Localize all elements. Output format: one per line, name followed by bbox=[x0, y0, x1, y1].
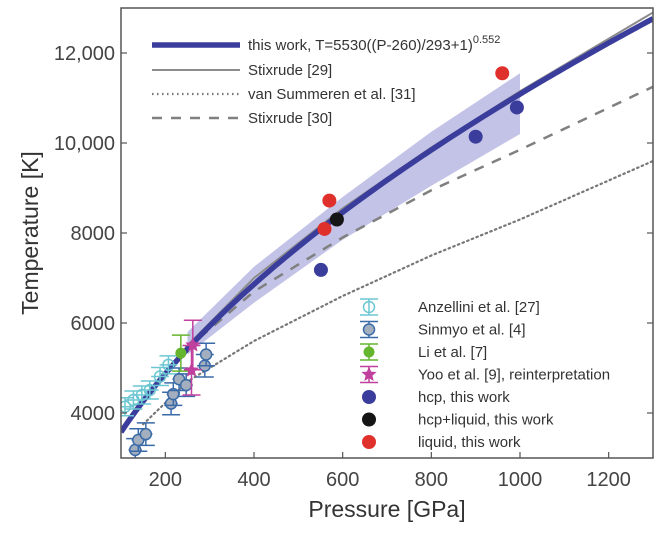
data-point-series-2 bbox=[175, 347, 187, 359]
legend-label-10: liquid, this work bbox=[418, 434, 521, 451]
plot-frame bbox=[120, 7, 654, 459]
y-tick-label: 8000 bbox=[71, 223, 116, 245]
legend-label-7: Yoo et al. [9], reinterpretation bbox=[418, 367, 610, 384]
legend-label-text: Stixrude [29] bbox=[248, 62, 332, 79]
legend-label-text: Stixrude [30] bbox=[248, 110, 332, 127]
data-point-series-4 bbox=[509, 100, 524, 115]
y-tick-label: 12,000 bbox=[54, 43, 115, 65]
legend-marker-3 bbox=[361, 366, 377, 381]
legend-label-text: van Summeren et al. [31] bbox=[248, 86, 416, 103]
data-point-series-4 bbox=[313, 262, 328, 277]
legend-label-9: hcp+liquid, this work bbox=[418, 412, 554, 429]
legend-label-2: van Summeren et al. [31] bbox=[248, 86, 416, 103]
legend-marker-1 bbox=[362, 323, 376, 336]
legend-marker-5 bbox=[362, 412, 376, 427]
y-tick-label: 10,000 bbox=[54, 133, 115, 155]
legend-label-3: Stixrude [30] bbox=[248, 110, 332, 127]
line-legend: this work, T=5530((P-260)/293+1)0.552 Sti… bbox=[152, 34, 500, 127]
x-tick-label: 1000 bbox=[498, 469, 543, 491]
data-point-series-3 bbox=[185, 337, 201, 352]
data-point-series-3 bbox=[183, 362, 200, 377]
y-tick-label: 6000 bbox=[71, 313, 116, 335]
x-axis-label: Pressure [GPa] bbox=[308, 496, 465, 522]
data-point-series-1 bbox=[167, 387, 180, 401]
y-axis-label: Temperature [K] bbox=[17, 151, 43, 315]
data-point-series-6 bbox=[495, 66, 510, 81]
data-point-series-6 bbox=[322, 193, 337, 208]
y-tick-label: 4000 bbox=[71, 403, 116, 425]
legend-label-0: this work, T=5530((P-260)/293+1)0.552 bbox=[248, 34, 500, 54]
legend-marker-2 bbox=[363, 346, 375, 358]
data-point-series-1 bbox=[139, 427, 153, 441]
data-point-series-1 bbox=[179, 378, 193, 392]
legend-label-5: Sinmyo et al. [4] bbox=[418, 322, 526, 339]
data-point-series-0 bbox=[153, 370, 167, 383]
x-tick-label: 600 bbox=[326, 469, 359, 491]
data-point-series-5 bbox=[329, 212, 344, 227]
legend-label-6: Li et al. [7] bbox=[418, 344, 487, 361]
legend-label-4: Anzellini et al. [27] bbox=[418, 299, 540, 316]
data-point-series-0 bbox=[162, 358, 175, 372]
data-point-series-0 bbox=[143, 383, 157, 397]
legend-marker-4 bbox=[362, 390, 376, 404]
x-tick-label: 800 bbox=[415, 469, 448, 491]
legend-label-text: this work, T=5530((P-260)/293+1) bbox=[248, 37, 473, 54]
x-tick-label: 1200 bbox=[586, 469, 631, 491]
x-tick-label: 200 bbox=[149, 469, 182, 491]
data-point-series-6 bbox=[317, 221, 332, 236]
data-point-series-0 bbox=[121, 400, 132, 413]
data-point-series-4 bbox=[468, 129, 483, 144]
data-point-series-1 bbox=[199, 348, 213, 361]
legend-marker-6 bbox=[362, 435, 376, 449]
legend-label-8: hcp, this work bbox=[418, 389, 510, 406]
x-tick-label: 400 bbox=[237, 469, 270, 491]
legend-marker-0 bbox=[362, 300, 376, 314]
curve-0 bbox=[121, 16, 653, 434]
legend-label-1: Stixrude [29] bbox=[248, 62, 332, 79]
legend-label-superscript: 0.552 bbox=[473, 34, 501, 46]
marker-legend: Anzellini et al. [27] Sinmyo et al. [4] Li… bbox=[360, 298, 610, 451]
